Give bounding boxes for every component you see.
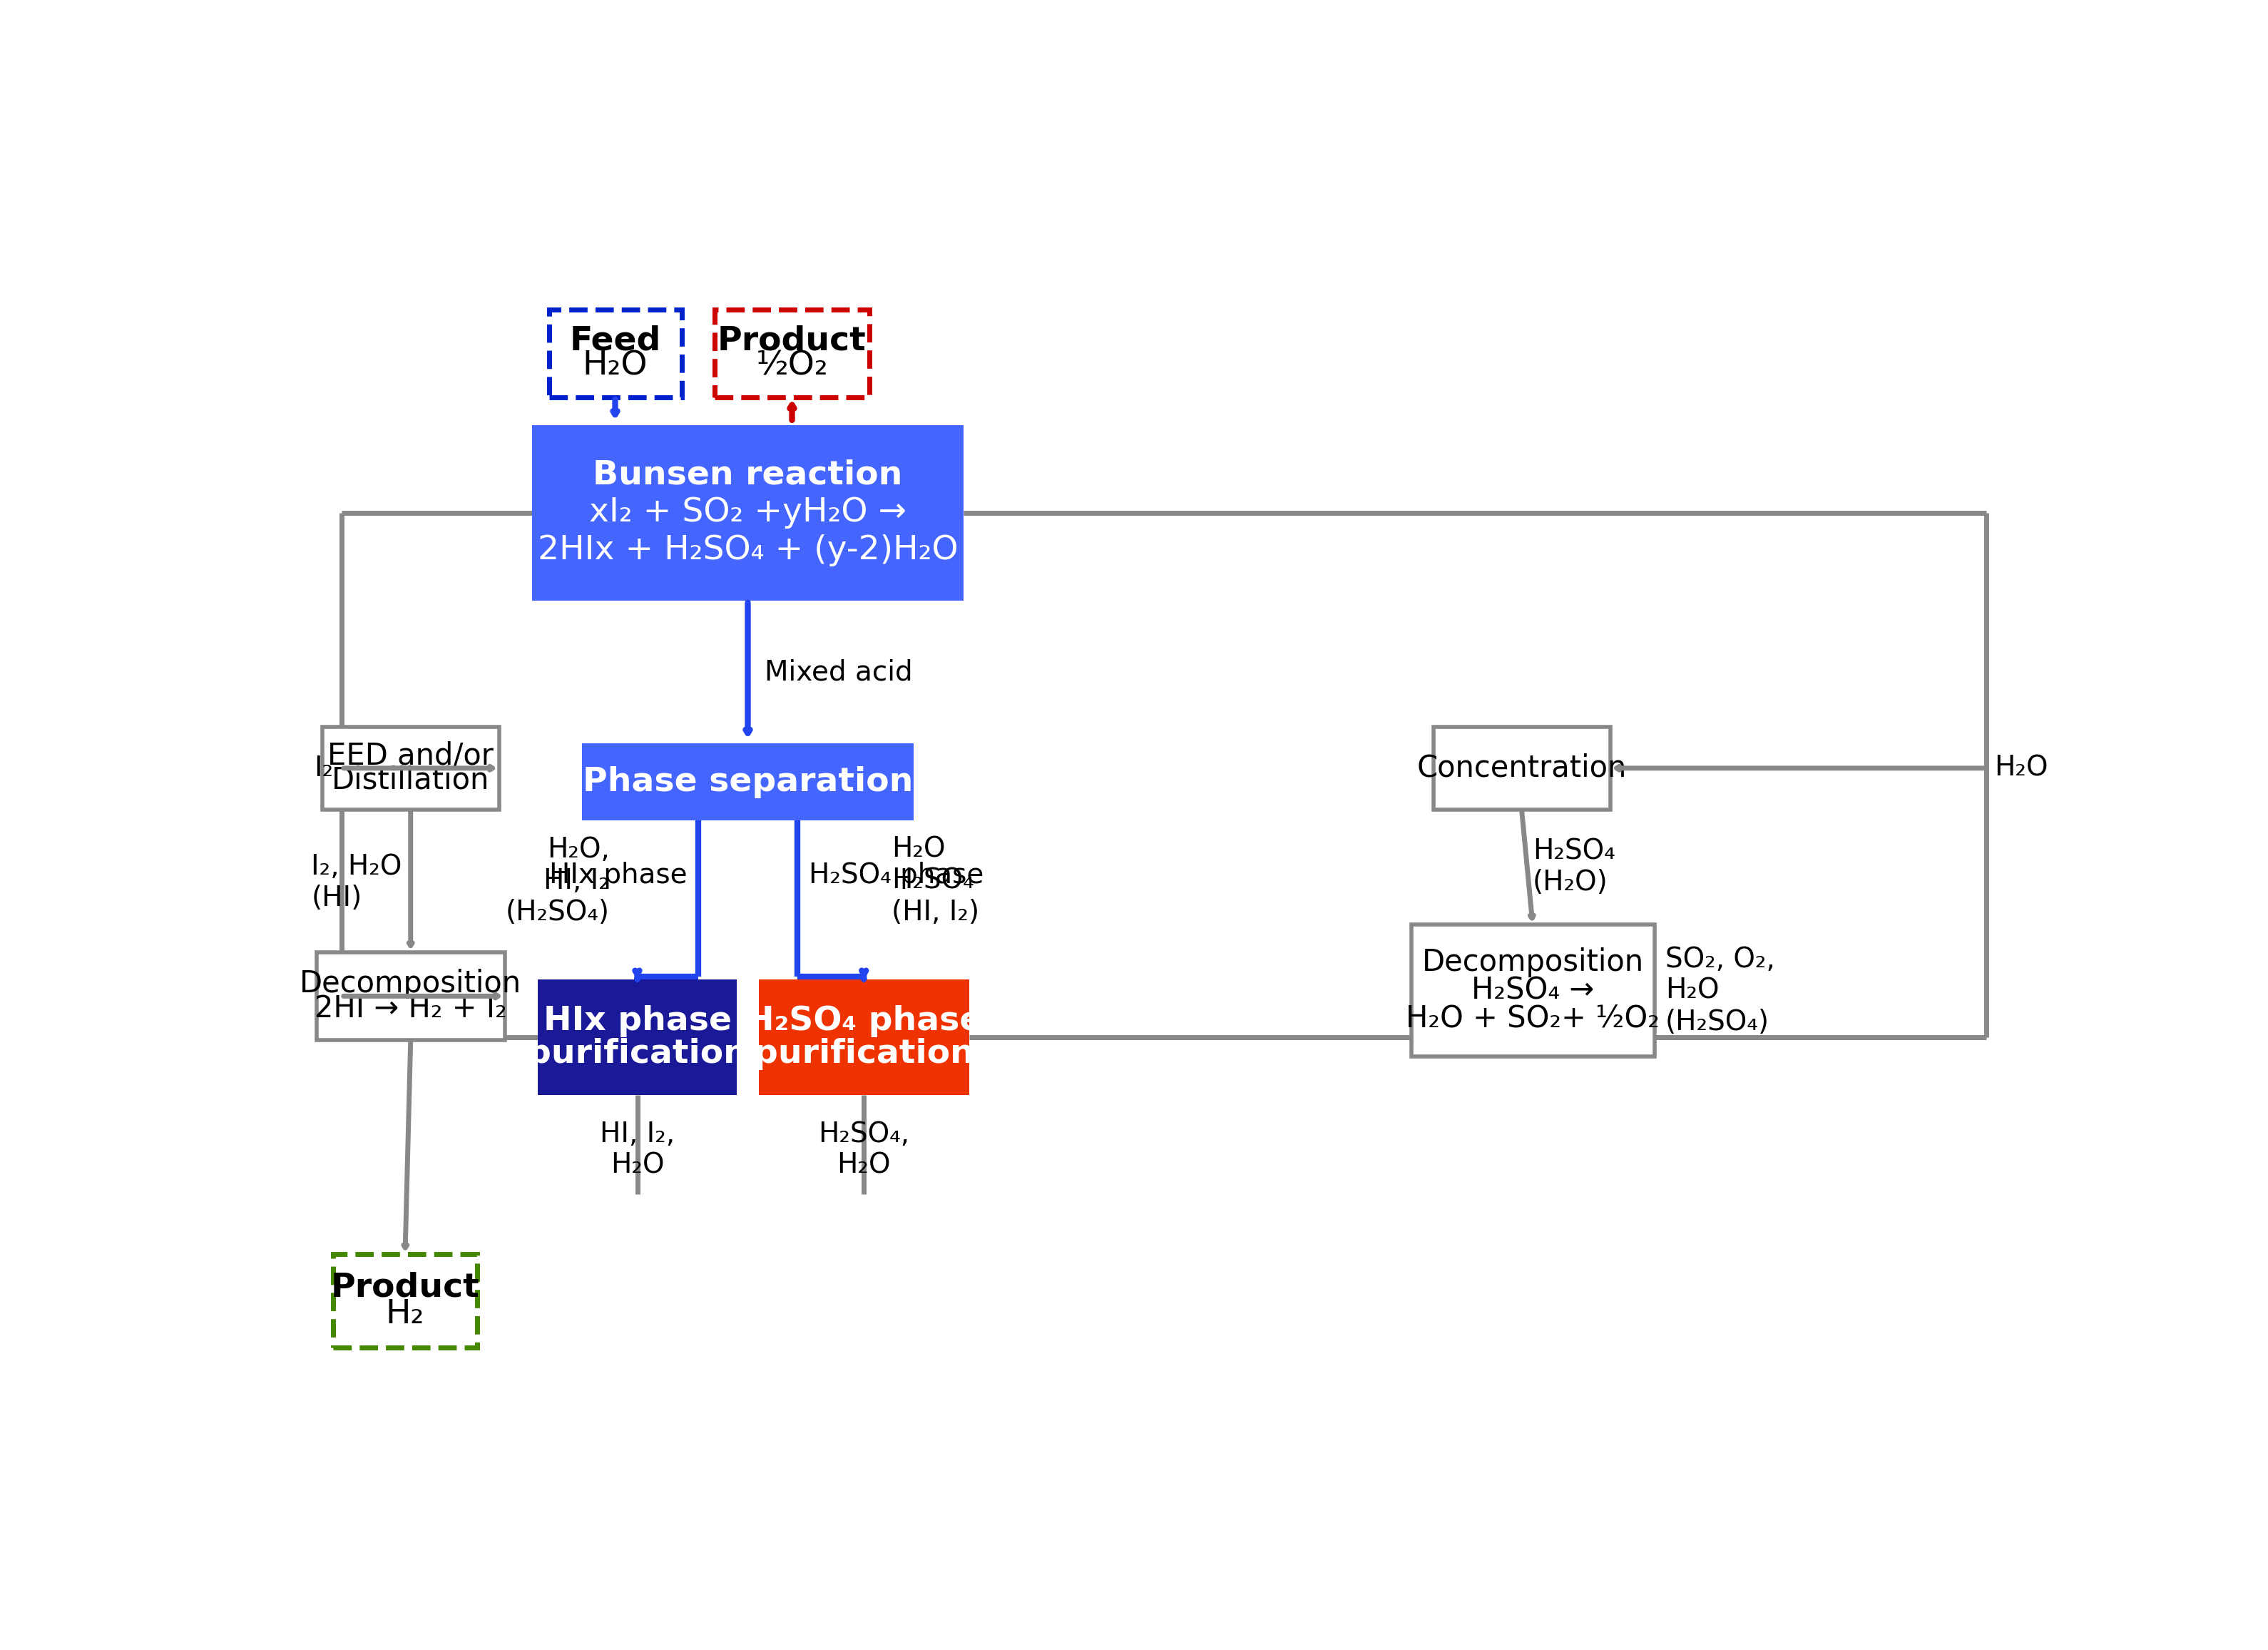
- FancyBboxPatch shape: [1411, 924, 1653, 1056]
- FancyBboxPatch shape: [1433, 728, 1610, 810]
- Text: Distillation: Distillation: [331, 766, 490, 795]
- FancyBboxPatch shape: [760, 980, 968, 1096]
- Text: purification: purification: [526, 1038, 748, 1069]
- FancyBboxPatch shape: [549, 310, 680, 398]
- FancyBboxPatch shape: [538, 980, 737, 1096]
- Text: I₂, H₂O
(HI): I₂, H₂O (HI): [311, 853, 401, 911]
- Text: 2HIx + H₂SO₄ + (y-2)H₂O: 2HIx + H₂SO₄ + (y-2)H₂O: [538, 535, 957, 566]
- Text: Decomposition: Decomposition: [1422, 947, 1644, 977]
- Text: xI₂ + SO₂ +yH₂O →: xI₂ + SO₂ +yH₂O →: [590, 497, 907, 528]
- Text: Feed: Feed: [569, 325, 660, 356]
- Text: H₂O,
HI, I₂
(H₂SO₄): H₂O, HI, I₂ (H₂SO₄): [506, 837, 610, 926]
- Text: HIx phase: HIx phase: [542, 1005, 730, 1036]
- Text: HIx phase: HIx phase: [549, 861, 687, 889]
- Text: H₂O: H₂O: [583, 350, 649, 381]
- FancyBboxPatch shape: [322, 728, 499, 810]
- Text: H₂SO₄ phase: H₂SO₄ phase: [746, 1005, 982, 1036]
- Text: H₂SO₄,
H₂O: H₂SO₄, H₂O: [819, 1120, 909, 1180]
- Text: purification: purification: [753, 1038, 973, 1069]
- Text: 2HI → H₂ + I₂: 2HI → H₂ + I₂: [315, 993, 506, 1023]
- FancyBboxPatch shape: [333, 1254, 476, 1348]
- Text: H₂O
H₂SO₄
(HI, I₂): H₂O H₂SO₄ (HI, I₂): [891, 837, 980, 926]
- Text: EED and/or: EED and/or: [327, 741, 494, 772]
- FancyBboxPatch shape: [714, 310, 869, 398]
- Text: H₂SO₄ phase: H₂SO₄ phase: [810, 861, 984, 889]
- Text: ½O₂: ½O₂: [755, 350, 828, 381]
- FancyBboxPatch shape: [318, 952, 503, 1040]
- Text: Concentration: Concentration: [1418, 752, 1626, 784]
- Text: Mixed acid: Mixed acid: [764, 658, 912, 686]
- FancyBboxPatch shape: [533, 424, 964, 601]
- FancyBboxPatch shape: [583, 744, 914, 820]
- Text: Product: Product: [331, 1272, 479, 1304]
- Text: H₂: H₂: [386, 1299, 424, 1330]
- Text: HI, I₂,
H₂O: HI, I₂, H₂O: [599, 1120, 676, 1180]
- Text: Bunsen reaction: Bunsen reaction: [592, 459, 903, 492]
- Text: Phase separation: Phase separation: [583, 766, 914, 799]
- Text: H₂O: H₂O: [1994, 754, 2048, 782]
- Text: H₂SO₄ →: H₂SO₄ →: [1472, 975, 1594, 1005]
- Text: H₂O + SO₂+ ½O₂: H₂O + SO₂+ ½O₂: [1406, 1003, 1660, 1033]
- Text: I₂: I₂: [313, 754, 333, 782]
- Text: SO₂, O₂,
H₂O
(H₂SO₄): SO₂, O₂, H₂O (H₂SO₄): [1665, 945, 1776, 1036]
- Text: H₂SO₄
(H₂O): H₂SO₄ (H₂O): [1533, 838, 1615, 896]
- Text: Decomposition: Decomposition: [299, 969, 522, 998]
- Text: Product: Product: [717, 325, 866, 356]
